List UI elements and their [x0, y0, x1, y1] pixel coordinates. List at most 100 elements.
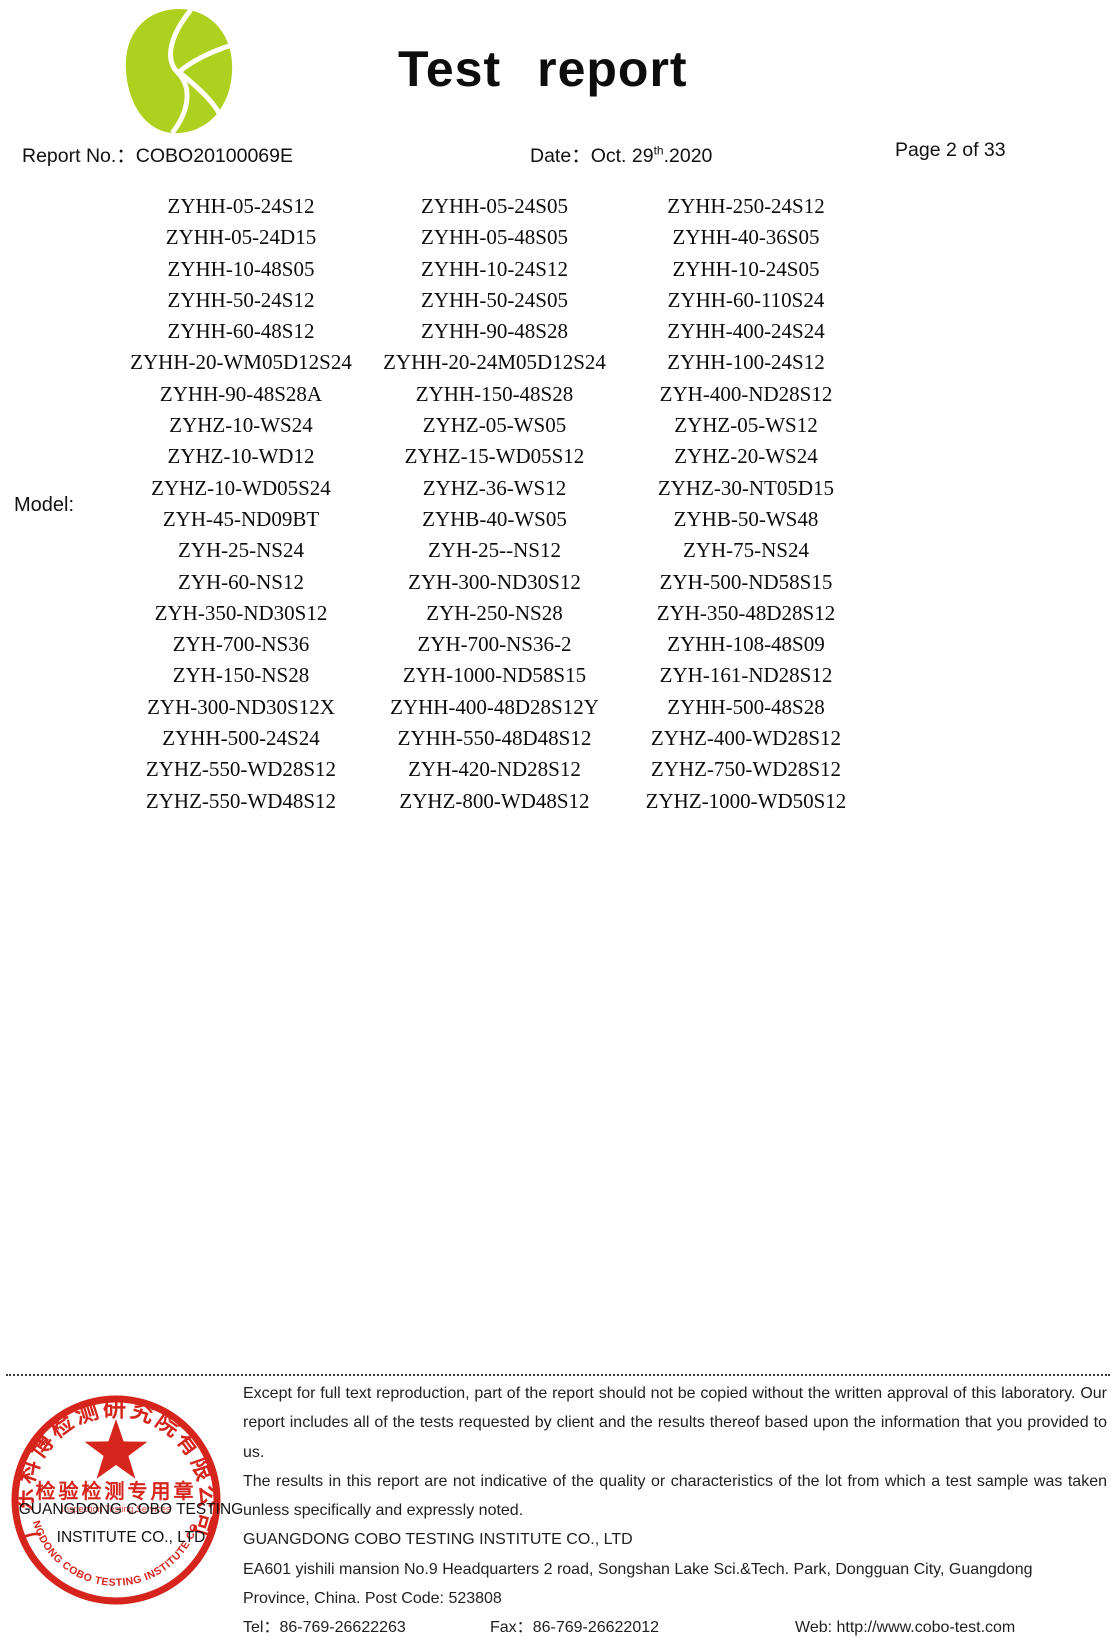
model-cell: ZYHH-10-48S05 — [167, 256, 315, 281]
model-cell: ZYHH-50-24S12 — [167, 287, 315, 312]
model-cell: ZYHH-400-48D28S12Y — [390, 694, 599, 719]
left-company-block: GUANGDONG COBO TESTING INSTITUTE CO., LT… — [16, 1496, 246, 1552]
left-company-line: GUANGDONG COBO TESTING — [18, 1501, 244, 1518]
model-cell: ZYH-300-ND30S12 — [408, 569, 581, 594]
model-cell: ZYHH-60-110S24 — [667, 287, 825, 312]
model-cell: ZYHH-500-48S28 — [667, 694, 825, 719]
model-cell: ZYH-350-48D28S12 — [656, 600, 836, 625]
model-cell: ZYHZ-10-WD05S24 — [151, 475, 331, 500]
stamp-sub-label: Inspection Testing Services — [62, 1504, 171, 1514]
company-stamp: 广东科博检测研究院有限公司 检验检测专用章 Inspection Testing… — [2, 1382, 221, 1605]
disclaimer-line: Except for full text reproduction, part … — [243, 1385, 1107, 1402]
model-cell: ZYHH-10-24S05 — [672, 256, 820, 281]
report-no-value: COBO20100069E — [135, 145, 293, 167]
date-year: .2020 — [663, 145, 713, 167]
model-cell: ZYHH-05-24D15 — [165, 225, 317, 250]
model-cell: ZYHH-60-48S12 — [167, 319, 315, 344]
report-no: Report No.：COBO20100069E — [22, 139, 293, 168]
model-cell: ZYHZ-750-WD28S12 — [650, 757, 842, 782]
model-cell: ZYHH-90-48S28A — [159, 381, 323, 406]
model-cell: ZYH-25-NS24 — [178, 538, 304, 563]
model-cell: ZYH-25--NS12 — [428, 538, 561, 563]
model-cell: ZYH-300-ND30S12X — [147, 694, 335, 719]
fax: Fax：86-769-26622012 — [490, 1613, 795, 1642]
model-cell: ZYHH-10-24S12 — [421, 256, 568, 281]
model-cell: ZYHZ-550-WD48S12 — [145, 788, 337, 813]
model-cell: ZYH-700-NS36-2 — [417, 632, 572, 657]
model-cell: ZYHH-150-48S28 — [415, 381, 574, 406]
model-cell: ZYH-350-ND30S12 — [154, 600, 328, 625]
model-cell: ZYHH-108-48S09 — [667, 632, 825, 657]
contact-row: Tel：86-769-26622263 Fax：86-769-26622012 We… — [243, 1613, 1107, 1642]
model-cell: ZYH-420-ND28S12 — [408, 757, 581, 782]
model-cell: ZYH-60-NS12 — [178, 569, 304, 594]
model-grid: ZYHH-05-24S12 ZYHH-05-24S05 ZYHH-250-24S12… — [115, 191, 870, 817]
website: Web: http://www.cobo-test.com — [795, 1619, 1015, 1636]
model-cell: ZYHH-05-24S05 — [421, 194, 568, 218]
report-date: Date：Oct. 29th.2020 — [530, 139, 712, 168]
model-cell: ZYH-500-ND58S15 — [659, 569, 833, 594]
model-cell: ZYHB-50-WS48 — [673, 506, 819, 531]
model-cell: ZYHZ-30-NT05D15 — [657, 475, 835, 500]
model-cell: ZYHH-05-24S12 — [167, 194, 315, 218]
tel-value: 86-769-26622263 — [279, 1619, 406, 1637]
model-cell: ZYHH-40-36S05 — [672, 225, 820, 250]
disclaimer-line: unless specifically and expressly noted. — [243, 1502, 524, 1520]
model-cell: ZYH-400-ND28S12 — [659, 381, 833, 406]
web-url: http://www.cobo-test.com — [836, 1619, 1016, 1637]
model-cell: ZYHZ-15-WD05S12 — [404, 444, 585, 469]
model-cell: ZYH-1000-ND58S15 — [402, 663, 587, 688]
disclaimer-line: report includes all of the tests request… — [243, 1414, 1107, 1461]
cobo-logo-icon — [125, 8, 233, 134]
model-cell: ZYHH-20-24M05D12S24 — [383, 350, 606, 375]
web-label: Web: — [795, 1619, 837, 1637]
model-cell: ZYHH-20-WM05D12S24 — [130, 350, 352, 375]
title-word-report: report — [537, 41, 688, 97]
fax-label: Fax： — [490, 1619, 533, 1637]
model-cell: ZYHZ-20-WS24 — [674, 444, 818, 469]
stamp-center-label: 检验检测专用章 — [36, 1479, 197, 1503]
model-cell: ZYH-45-ND09BT — [162, 506, 320, 531]
model-cell: ZYH-700-NS36 — [172, 632, 310, 657]
model-cell: ZYHH-05-48S05 — [421, 225, 568, 250]
footer-separator — [6, 1374, 1110, 1376]
address-line: EA601 yishili mansion No.9 Headquarters … — [243, 1560, 1033, 1578]
footer-text-block: Except for full text reproduction, part … — [243, 1379, 1107, 1643]
fax-value: 86-769-26622012 — [532, 1619, 660, 1637]
model-cell: ZYH-150-NS28 — [172, 663, 310, 688]
model-cell: ZYHH-50-24S05 — [421, 287, 568, 312]
title-word-test: Test — [398, 41, 502, 97]
model-cell: ZYHH-250-24S12 — [667, 194, 825, 218]
company-name: GUANGDONG COBO TESTING INSTITUTE CO., LT… — [243, 1531, 633, 1549]
model-cell: ZYHH-100-24S12 — [667, 350, 825, 375]
telephone: Tel：86-769-26622263 — [243, 1613, 490, 1642]
tel-label: Tel： — [243, 1619, 280, 1637]
model-cell: ZYHZ-36-WS12 — [422, 475, 567, 500]
model-cell: ZYHZ-05-WS05 — [422, 413, 567, 438]
model-cell: ZYH-250-NS28 — [426, 600, 563, 625]
report-no-label: Report No.： — [22, 145, 136, 167]
model-cell: ZYHH-500-24S24 — [162, 726, 320, 751]
model-cell: ZYHH-400-24S24 — [667, 319, 825, 344]
model-cell: ZYHH-90-48S28 — [421, 319, 568, 344]
model-cell: ZYH-75-NS24 — [683, 538, 809, 563]
model-cell: ZYH-161-ND28S12 — [659, 663, 833, 688]
page-number: Page 2 of 33 — [895, 139, 1006, 161]
left-company-line: INSTITUTE CO., LTD — [56, 1529, 206, 1546]
date-label: Date： — [530, 145, 591, 167]
date-day: Oct. 29 — [590, 145, 654, 167]
model-cell: ZYHB-40-WS05 — [422, 506, 567, 531]
model-label: Model: — [14, 494, 75, 516]
model-cell: ZYHZ-800-WD48S12 — [399, 788, 590, 813]
page-title: Test report — [398, 40, 688, 98]
date-ordinal-suffix: th — [653, 143, 664, 158]
model-cell: ZYHZ-550-WD28S12 — [145, 757, 337, 782]
model-cell: ZYHZ-10-WS24 — [169, 413, 313, 438]
model-cell: ZYHH-550-48D48S12 — [397, 726, 592, 751]
model-cell: ZYHZ-1000-WD50S12 — [645, 788, 847, 813]
disclaimer-line: The results in this report are not indic… — [243, 1472, 1107, 1490]
model-cell: ZYHZ-05-WS12 — [674, 413, 818, 438]
model-cell: ZYHZ-10-WD12 — [167, 444, 315, 469]
stamp-star-icon — [84, 1419, 148, 1479]
model-cell: ZYHZ-400-WD28S12 — [650, 726, 842, 751]
